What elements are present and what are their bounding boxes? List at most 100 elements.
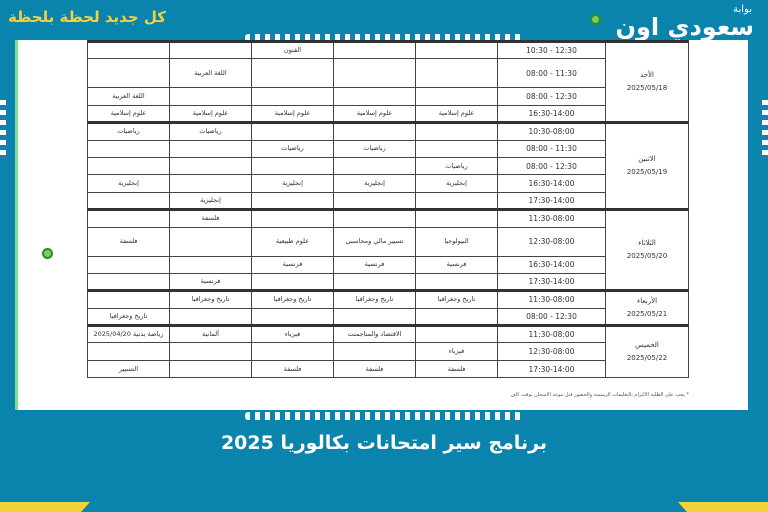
table-row: 11:30 - 08:00 رياضيات رياضيات bbox=[87, 139, 689, 158]
day-date: 2025/05/18 bbox=[626, 84, 668, 93]
subject-cell: فلسفة bbox=[333, 359, 416, 379]
subject-cell: رياضيات bbox=[415, 156, 498, 176]
subject-cell: تاريخ وجغرافيا bbox=[169, 289, 252, 309]
subject-cell bbox=[333, 156, 416, 176]
time-cell: 12:30 - 08:00 bbox=[497, 87, 606, 106]
subject-cell bbox=[169, 156, 252, 176]
time-cell: 10:30-08:00 bbox=[497, 121, 606, 141]
subject-cell bbox=[169, 255, 252, 274]
subject-cell bbox=[169, 139, 252, 158]
site-logo[interactable]: بوابة سعودي اون bbox=[616, 4, 755, 39]
subject-cell bbox=[87, 289, 170, 309]
subject-cell bbox=[333, 58, 416, 89]
day-date: 2025/05/20 bbox=[626, 252, 668, 261]
subject-cell bbox=[169, 87, 252, 106]
subject-cell: اللغة العربية bbox=[87, 87, 170, 106]
subject-cell bbox=[251, 58, 334, 89]
table-row: 12:30 - 08:00 اللغة العربية bbox=[87, 87, 689, 106]
subject-cell bbox=[251, 87, 334, 106]
subject-cell: فلسفة bbox=[251, 359, 334, 379]
table-row: 17:30-14:00 إنجليزية bbox=[87, 191, 689, 211]
time-cell: 11:30-08:00 bbox=[497, 324, 606, 344]
day-name: الثلاثاء bbox=[638, 239, 656, 248]
table-row: 11:30 - 08:00 اللغة العربية bbox=[87, 58, 689, 89]
subject-cell: تاريخ وجغرافيا bbox=[415, 289, 498, 309]
subject-cell bbox=[251, 272, 334, 292]
slogan: كل جديد لحظة بلحظة bbox=[8, 8, 166, 26]
logo-small-text: بوابة bbox=[733, 4, 752, 15]
footnote: * يجب على الطلبة الالتزام بالتعليمات الر… bbox=[510, 392, 689, 398]
subject-cell: البيولوجيا bbox=[415, 226, 498, 257]
day-name: الأحد bbox=[640, 71, 654, 80]
subject-cell bbox=[169, 359, 252, 379]
logo-big-text: سعودي اون bbox=[615, 13, 755, 41]
time-cell: 16:30-14:00 bbox=[497, 255, 606, 274]
subject-cell: علوم إسلامية bbox=[415, 104, 498, 124]
subject-cell: الفنون bbox=[251, 39, 334, 60]
subject-cell bbox=[333, 307, 416, 327]
table-row: 16:30-14:00 فرنسية فرنسية فرنسية bbox=[87, 255, 689, 274]
table-row: 12:30 - 08:00 رياضيات bbox=[87, 156, 689, 176]
subject-cell bbox=[87, 58, 170, 89]
subject-cell: فرنسية bbox=[251, 255, 334, 274]
subject-cell bbox=[415, 191, 498, 211]
subject-cell bbox=[415, 39, 498, 60]
wave-decoration-top bbox=[245, 34, 525, 42]
subject-cell: تاريخ وجغرافيا bbox=[87, 307, 170, 327]
subject-cell: إنجليزية bbox=[333, 174, 416, 193]
time-cell: 16:30-14:00 bbox=[497, 104, 606, 124]
day-cell: الاثنين 2025/05/19 bbox=[605, 121, 689, 211]
subject-cell bbox=[333, 208, 416, 228]
subject-cell bbox=[333, 191, 416, 211]
subject-cell bbox=[251, 342, 334, 361]
subject-cell: رياضيات bbox=[169, 121, 252, 141]
subject-cell bbox=[415, 87, 498, 106]
subject-cell bbox=[333, 39, 416, 60]
subject-cell: فيزياء bbox=[251, 324, 334, 344]
subject-cell: فلسفة bbox=[169, 208, 252, 228]
subject-cell bbox=[87, 39, 170, 60]
subject-cell: فرنسية bbox=[415, 255, 498, 274]
subject-cell: فلسفة bbox=[87, 226, 170, 257]
exam-schedule-table: الأحد 2025/05/18 12:30 - 10:30 الفنون 11:30 … bbox=[87, 39, 689, 379]
subject-cell bbox=[415, 139, 498, 158]
subject-cell: إنجليزية bbox=[87, 174, 170, 193]
subject-cell: فيزياء bbox=[415, 342, 498, 361]
location-pin-icon bbox=[590, 14, 601, 25]
subject-cell bbox=[251, 156, 334, 176]
day-date: 2025/05/19 bbox=[626, 168, 668, 177]
day-date: 2025/05/21 bbox=[626, 310, 668, 319]
subject-cell bbox=[415, 121, 498, 141]
day-cell: الأحد 2025/05/18 bbox=[605, 39, 689, 124]
day-date: 2025/05/22 bbox=[626, 354, 668, 363]
wave-decoration-right bbox=[762, 100, 768, 160]
day-name: الأربعاء bbox=[636, 297, 658, 306]
location-pin-icon bbox=[42, 248, 53, 259]
day-cell: الثلاثاء 2025/05/20 bbox=[605, 208, 689, 292]
subject-cell: رياضيات bbox=[251, 139, 334, 158]
time-cell: 17:30-14:00 bbox=[497, 272, 606, 292]
table-row: 16:30-14:00 إنجليزية إنجليزية إنجليزية إنجلي… bbox=[87, 174, 689, 193]
subject-cell bbox=[87, 208, 170, 228]
subject-cell bbox=[87, 191, 170, 211]
subject-cell bbox=[333, 121, 416, 141]
time-cell: 12:30-08:00 bbox=[497, 342, 606, 361]
subject-cell bbox=[333, 342, 416, 361]
subject-cell: اللغة العربية bbox=[169, 58, 252, 89]
subject-cell bbox=[333, 272, 416, 292]
subject-cell bbox=[87, 255, 170, 274]
time-cell: 12:30 - 08:00 bbox=[497, 307, 606, 327]
subject-cell bbox=[169, 174, 252, 193]
subject-cell bbox=[169, 39, 252, 60]
table-row: الخميس 2025/05/22 11:30-08:00 الاقتصاد والم… bbox=[87, 324, 689, 379]
subject-cell: علوم إسلامية bbox=[333, 104, 416, 124]
time-cell: 17:30-14:00 bbox=[497, 191, 606, 211]
subject-cell: الاقتصاد والمناجمنت bbox=[333, 324, 416, 344]
subject-cell: علوم إسلامية bbox=[87, 104, 170, 124]
table-row: 17:30-14:00 فلسفة فلسفة فلسفة التسيير bbox=[87, 359, 689, 379]
subject-cell bbox=[251, 121, 334, 141]
subject-cell bbox=[415, 208, 498, 228]
subject-cell bbox=[251, 208, 334, 228]
day-name: الخميس bbox=[635, 341, 659, 350]
table-row: 12:30-08:00 فيزياء bbox=[87, 342, 689, 361]
